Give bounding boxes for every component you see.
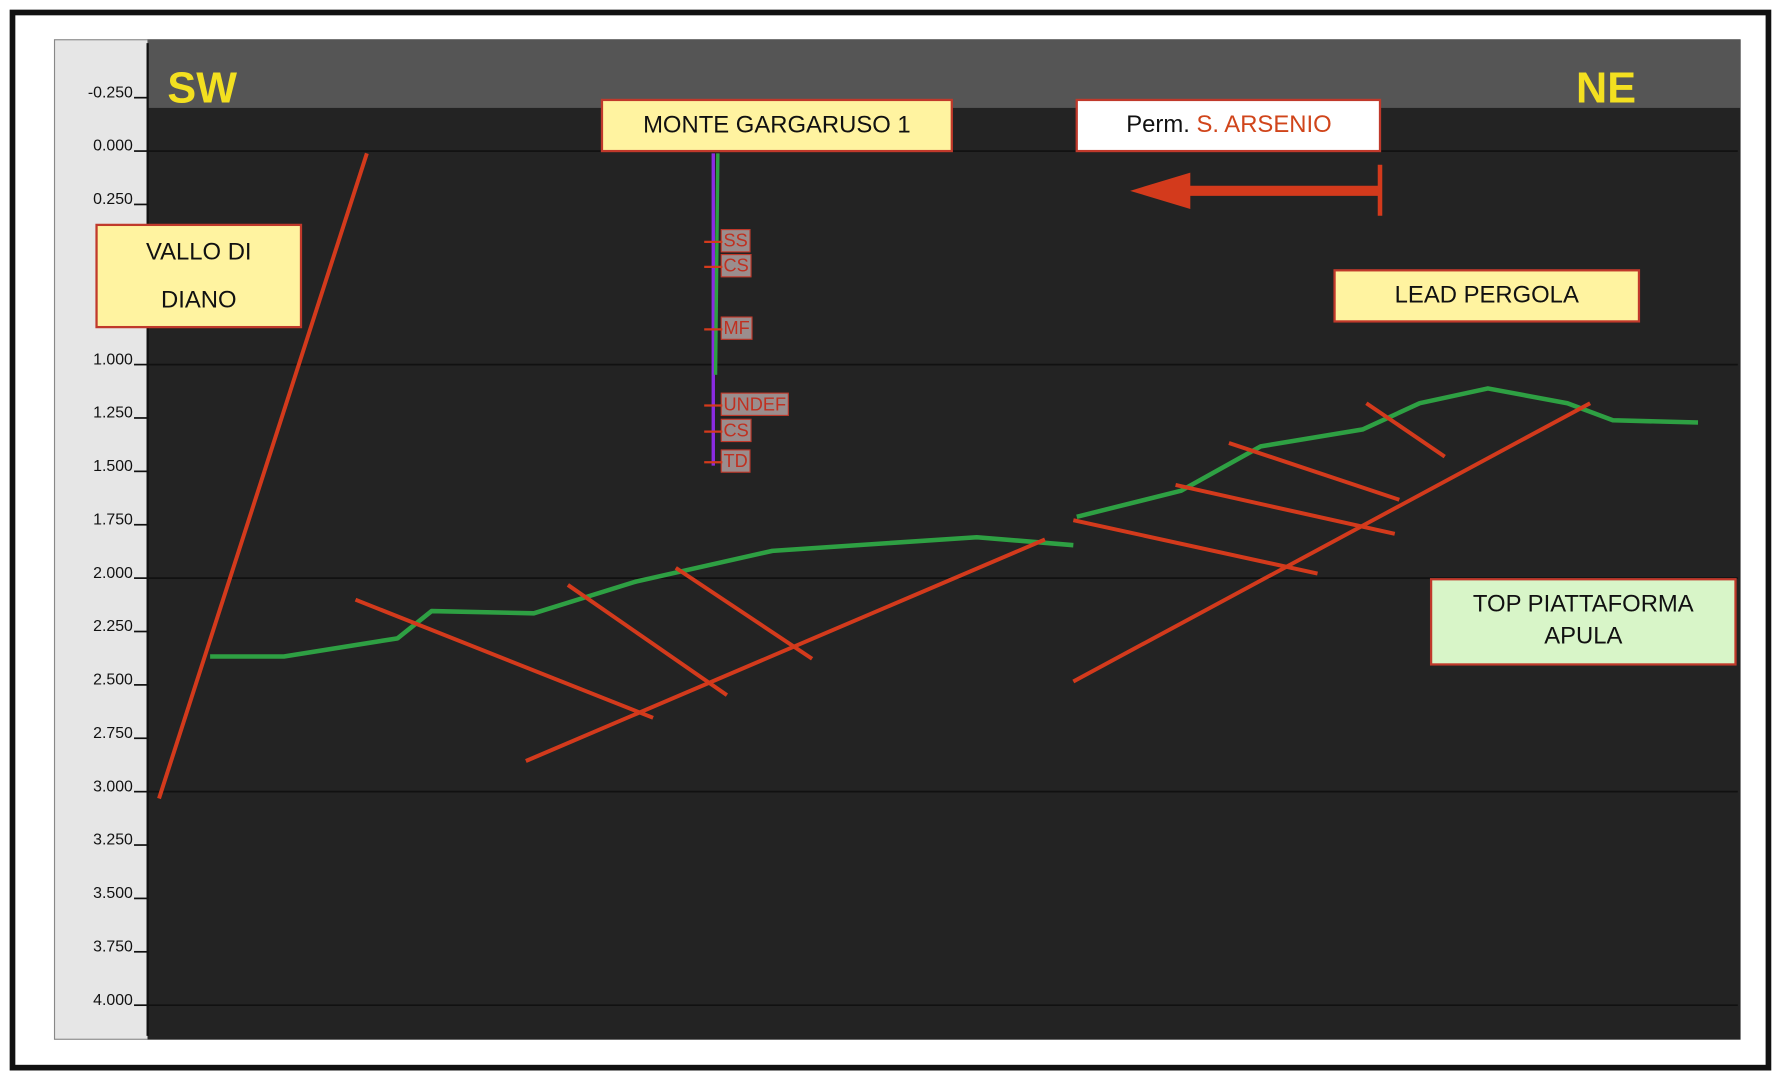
well-name: MONTE GARGARUSO 1: [643, 111, 911, 138]
arrow-head: [1130, 172, 1191, 209]
marker-box: [720, 392, 789, 416]
fault: [1072, 401, 1592, 684]
fault: [1228, 441, 1400, 502]
top-line: TOP PIATTAFORMA: [1473, 591, 1694, 618]
marker-box: [720, 229, 751, 253]
vallo-line: VALLO DI: [146, 239, 252, 266]
well-marker: MF: [724, 318, 750, 338]
tick-label: 1.000: [93, 351, 133, 368]
well-marker: CS: [724, 420, 749, 440]
top-box: [1429, 578, 1737, 666]
lead-box: [1333, 269, 1641, 323]
sw-label: SW: [167, 64, 237, 112]
fault: [354, 597, 654, 720]
horizon: [210, 534, 1074, 659]
tick-label: -0.250: [88, 84, 133, 101]
tick-label: 2.500: [93, 672, 133, 689]
permit-prefix: Perm.: [1126, 111, 1190, 138]
well-marker: TD: [724, 451, 748, 471]
marker-box: [720, 449, 751, 473]
tick-label: 0.000: [93, 138, 133, 155]
tick-label: 3.250: [93, 832, 133, 849]
permit-label: Perm. S. ARSENIO: [1126, 111, 1331, 138]
tick-label: 2.250: [93, 618, 133, 635]
horizons: [210, 386, 1699, 659]
figure-group: -0.2500.0000.250001.0001.2501.5001.7502.…: [9, 9, 1772, 1071]
tick-label: 1.500: [93, 458, 133, 475]
marker-box: [720, 316, 753, 340]
well-box: [600, 98, 953, 153]
horizon: [1076, 386, 1699, 519]
fault: [1365, 401, 1446, 459]
marker-box: [720, 254, 752, 278]
outer-frame: [9, 9, 1772, 1071]
well-marker: UNDEF: [724, 394, 787, 414]
vallo-box: [95, 223, 303, 329]
tick-label: 1.750: [93, 511, 133, 528]
fault: [674, 566, 814, 661]
well-log: [713, 153, 720, 375]
fault: [566, 583, 729, 697]
vallo-line: DIANO: [161, 286, 237, 313]
ne-label: NE: [1576, 64, 1636, 112]
tick-label: 3.750: [93, 938, 133, 955]
well-marker: CS: [724, 256, 749, 276]
tick-label: 2.000: [93, 565, 133, 582]
permit-name: S. ARSENIO: [1196, 111, 1331, 138]
tick-label: 4.000: [93, 992, 133, 1009]
top-line: APULA: [1544, 622, 1622, 649]
well-markers: SS CS MF UNDEF CS TD: [704, 229, 789, 473]
tick-label: 2.750: [93, 725, 133, 742]
fault: [1175, 483, 1396, 536]
faults: [157, 152, 1592, 800]
lead-label: LEAD PERGOLA: [1395, 282, 1579, 309]
tick-label: 0.250: [93, 191, 133, 208]
tick-label: 3.500: [93, 885, 133, 902]
time-lines: [147, 150, 1738, 1007]
well-marker: SS: [724, 231, 748, 251]
fault: [157, 152, 369, 800]
permit-box: [1075, 98, 1382, 153]
fault: [525, 537, 1046, 763]
tick-label: 3.000: [93, 778, 133, 795]
marker-box: [720, 418, 752, 443]
seismic-top: [147, 39, 1741, 108]
tick-label: 1.250: [93, 405, 133, 422]
fault: [1072, 518, 1318, 576]
